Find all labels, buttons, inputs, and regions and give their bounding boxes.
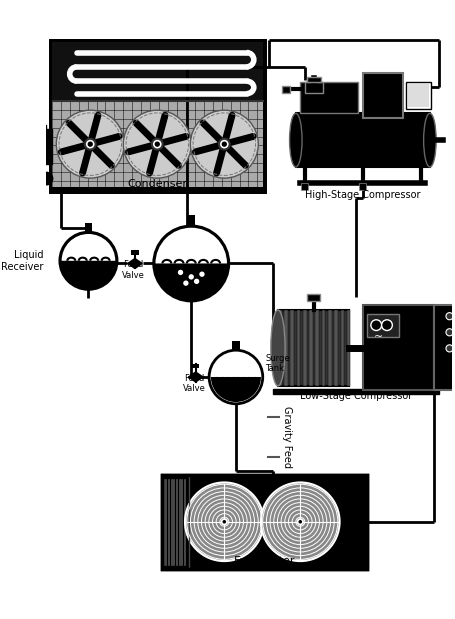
Bar: [233, 341, 239, 350]
Polygon shape: [135, 259, 142, 269]
Bar: [85, 223, 92, 232]
Wedge shape: [61, 234, 115, 261]
Ellipse shape: [271, 310, 285, 386]
Bar: [363, 306, 435, 391]
Bar: [308, 77, 321, 82]
Text: Liquid
Receiver: Liquid Receiver: [1, 250, 44, 272]
Bar: [273, 389, 439, 394]
Bar: [284, 310, 288, 386]
Bar: [43, 129, 52, 164]
Text: Evaporator: Evaporator: [234, 556, 295, 566]
Bar: [435, 306, 455, 391]
Bar: [322, 310, 325, 386]
Circle shape: [185, 482, 263, 561]
Circle shape: [446, 345, 453, 352]
Text: Gravity Feed: Gravity Feed: [283, 406, 293, 469]
Circle shape: [382, 320, 392, 331]
Polygon shape: [188, 372, 196, 382]
Text: Feed
Valve: Feed Valve: [182, 374, 205, 393]
Text: Surge
Tank: Surge Tank: [265, 354, 290, 373]
Circle shape: [222, 142, 227, 147]
Bar: [50, 40, 264, 192]
Bar: [301, 183, 308, 190]
Circle shape: [60, 232, 117, 290]
Circle shape: [85, 139, 96, 150]
Bar: [52, 40, 263, 101]
Circle shape: [183, 280, 188, 286]
Circle shape: [178, 270, 183, 275]
Circle shape: [188, 274, 194, 280]
Bar: [50, 40, 264, 192]
Circle shape: [371, 320, 382, 331]
Bar: [52, 101, 263, 188]
Wedge shape: [211, 377, 261, 402]
Circle shape: [446, 329, 453, 336]
Bar: [283, 85, 289, 93]
Bar: [300, 82, 359, 113]
Bar: [162, 475, 367, 569]
Circle shape: [261, 482, 339, 561]
Bar: [315, 310, 319, 386]
Polygon shape: [196, 372, 203, 382]
Circle shape: [297, 518, 304, 526]
Bar: [278, 310, 282, 386]
Circle shape: [56, 110, 124, 178]
Bar: [290, 310, 294, 386]
Circle shape: [155, 142, 160, 147]
Bar: [39, 126, 46, 132]
Bar: [347, 310, 350, 386]
Bar: [303, 310, 307, 386]
Circle shape: [190, 110, 258, 178]
Circle shape: [154, 226, 229, 301]
Bar: [131, 251, 138, 255]
Text: Feed
Valve: Feed Valve: [121, 260, 145, 280]
Bar: [162, 475, 367, 569]
Circle shape: [40, 172, 53, 185]
Circle shape: [209, 350, 263, 404]
Bar: [278, 310, 349, 386]
Bar: [187, 215, 195, 226]
Circle shape: [199, 272, 205, 277]
Circle shape: [87, 142, 93, 147]
Circle shape: [123, 110, 191, 178]
Ellipse shape: [424, 113, 436, 167]
Bar: [328, 310, 332, 386]
Circle shape: [194, 279, 199, 284]
Bar: [162, 475, 188, 569]
Bar: [309, 310, 313, 386]
Bar: [192, 364, 199, 368]
Bar: [296, 113, 430, 167]
Bar: [367, 314, 399, 337]
Ellipse shape: [289, 113, 302, 167]
Circle shape: [298, 520, 302, 524]
Bar: [297, 310, 300, 386]
Polygon shape: [128, 259, 135, 269]
Circle shape: [219, 139, 230, 150]
Text: Low-Stage Compressor: Low-Stage Compressor: [300, 391, 412, 401]
Circle shape: [446, 313, 453, 320]
Bar: [406, 82, 431, 109]
Bar: [408, 84, 429, 107]
Circle shape: [221, 518, 228, 526]
Text: High-Stage Compressor: High-Stage Compressor: [305, 190, 420, 200]
Text: ~: ~: [374, 332, 384, 342]
Bar: [340, 310, 344, 386]
Bar: [308, 294, 320, 301]
Bar: [305, 82, 323, 93]
Circle shape: [152, 139, 162, 150]
Text: Condenser: Condenser: [127, 180, 187, 189]
Circle shape: [222, 520, 226, 524]
Bar: [334, 310, 338, 386]
Bar: [363, 73, 403, 118]
Bar: [359, 183, 366, 190]
Wedge shape: [156, 228, 227, 264]
